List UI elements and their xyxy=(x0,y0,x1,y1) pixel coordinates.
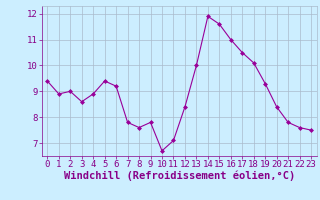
X-axis label: Windchill (Refroidissement éolien,°C): Windchill (Refroidissement éolien,°C) xyxy=(64,171,295,181)
